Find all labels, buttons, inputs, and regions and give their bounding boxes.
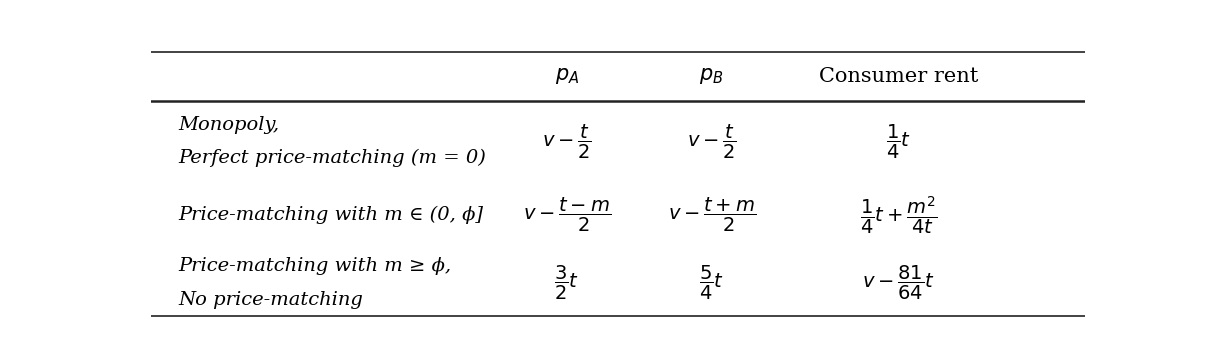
- Text: $v - \dfrac{81}{64}t$: $v - \dfrac{81}{64}t$: [862, 264, 935, 302]
- Text: Consumer rent: Consumer rent: [819, 67, 978, 86]
- Text: $\dfrac{1}{4}t$: $\dfrac{1}{4}t$: [886, 122, 911, 161]
- Text: $v - \dfrac{t}{2}$: $v - \dfrac{t}{2}$: [541, 122, 592, 161]
- Text: Monopoly,: Monopoly,: [178, 116, 280, 134]
- Text: Perfect price-matching (m = 0): Perfect price-matching (m = 0): [178, 149, 487, 167]
- Text: $p_B$: $p_B$: [699, 67, 724, 86]
- Text: $\dfrac{1}{4}t + \dfrac{m^2}{4t}$: $\dfrac{1}{4}t + \dfrac{m^2}{4t}$: [860, 194, 937, 236]
- Text: $v - \dfrac{t+m}{2}$: $v - \dfrac{t+m}{2}$: [667, 196, 756, 234]
- Text: $v - \dfrac{t-m}{2}$: $v - \dfrac{t-m}{2}$: [522, 196, 610, 234]
- Text: No price-matching: No price-matching: [178, 291, 364, 309]
- Text: $p_A$: $p_A$: [555, 67, 579, 86]
- Text: Price-matching with m ∈ (0, ϕ]: Price-matching with m ∈ (0, ϕ]: [178, 206, 484, 224]
- Text: Price-matching with m ≥ ϕ,: Price-matching with m ≥ ϕ,: [178, 257, 452, 275]
- Text: $\dfrac{5}{4}t$: $\dfrac{5}{4}t$: [699, 264, 724, 302]
- Text: $v - \dfrac{t}{2}$: $v - \dfrac{t}{2}$: [686, 122, 737, 161]
- Text: $\dfrac{3}{2}t$: $\dfrac{3}{2}t$: [554, 264, 579, 302]
